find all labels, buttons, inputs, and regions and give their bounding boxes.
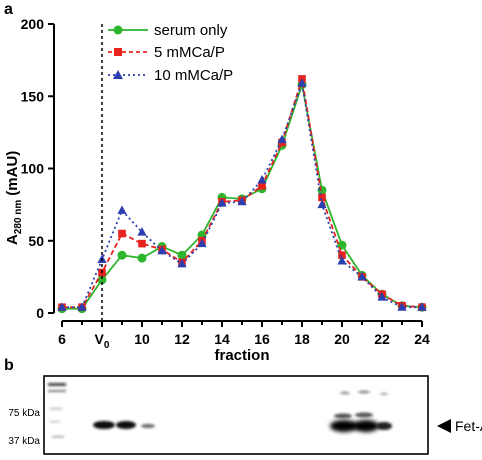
data-point (357, 271, 367, 281)
data-point (397, 302, 407, 311)
data-point (338, 251, 346, 259)
blot-bands (93, 390, 392, 432)
data-point (337, 255, 347, 265)
panel-a-letter: a (4, 1, 13, 18)
legend-item-5mm: 5 mMCa/P (108, 44, 225, 61)
y-tick-label: 200 (21, 16, 45, 32)
series-2 (58, 75, 426, 312)
x-tick-label: 10 (134, 331, 150, 347)
data-point (177, 250, 187, 260)
marker-37kda-label: 37 kDa (8, 436, 40, 447)
data-point (417, 302, 427, 311)
band-arrow-icon (437, 419, 451, 433)
blot-ladder (48, 383, 66, 438)
western-blot: 75 kDa 37 kDa Fet-A (8, 375, 482, 455)
series-3 (57, 78, 427, 311)
x-tick-label: 14 (214, 331, 230, 347)
data-point (377, 292, 387, 301)
data-point (177, 258, 187, 268)
series-line (62, 78, 423, 309)
fet-a-label: Fet-A (455, 418, 482, 434)
data-point (157, 245, 167, 255)
data-point (77, 302, 87, 311)
chart-ticks: 0 50 100 150 200 6 V0 10 12 14 16 18 20 22 24 (21, 16, 430, 351)
legend-label: 5 mMCa/P (154, 44, 225, 61)
data-point (137, 227, 147, 236)
x-tick-label: 12 (174, 331, 190, 347)
data-point (317, 199, 327, 209)
data-point (318, 193, 326, 202)
data-point (197, 238, 207, 248)
y-axis-title: A280 nm(mAU) (4, 151, 24, 245)
data-point (277, 134, 287, 144)
x-tick-label: 24 (414, 331, 430, 347)
x-axis-title: fraction (214, 347, 269, 364)
x-tick-label: 20 (334, 331, 350, 347)
chromatogram-chart: 0 50 100 150 200 6 V0 10 12 14 16 18 20 22 24 serum on… (4, 16, 430, 364)
legend-square-marker (114, 48, 122, 56)
data-point (258, 182, 266, 190)
x-tick-label: 22 (374, 331, 390, 347)
y-tick-label: 150 (21, 88, 45, 104)
chart-axes (53, 24, 422, 322)
x-tick-label: 6 (58, 331, 66, 347)
panel-b-letter: b (4, 357, 14, 374)
data-point (137, 253, 147, 263)
data-point (297, 78, 307, 87)
y-tick-label: 0 (36, 305, 44, 321)
data-point (257, 175, 267, 184)
data-point (57, 302, 67, 311)
legend-circle-marker (113, 25, 123, 35)
data-point (117, 205, 127, 214)
legend-label: 10 mMCa/P (154, 67, 233, 84)
data-point (118, 229, 126, 238)
data-point (117, 250, 127, 260)
legend-item-serum-only: serum only (108, 22, 228, 39)
data-point (237, 196, 247, 206)
data-point (138, 239, 146, 248)
data-point (217, 198, 227, 207)
y-tick-label: 50 (28, 233, 44, 249)
legend-triangle-marker (113, 70, 123, 79)
y-tick-label: 100 (21, 161, 45, 177)
legend-label: serum only (154, 22, 228, 39)
chart-series (57, 75, 427, 314)
x-tick-label: V0 (95, 331, 110, 351)
data-point (97, 275, 107, 285)
x-tick-label: 18 (294, 331, 310, 347)
marker-75kda-label: 75 kDa (8, 408, 40, 419)
x-tick-label: 16 (254, 331, 270, 347)
chart-legend: serum only 5 mMCa/P 10 mMCa/P (108, 22, 233, 84)
legend-item-10mm: 10 mMCa/P (108, 67, 233, 84)
